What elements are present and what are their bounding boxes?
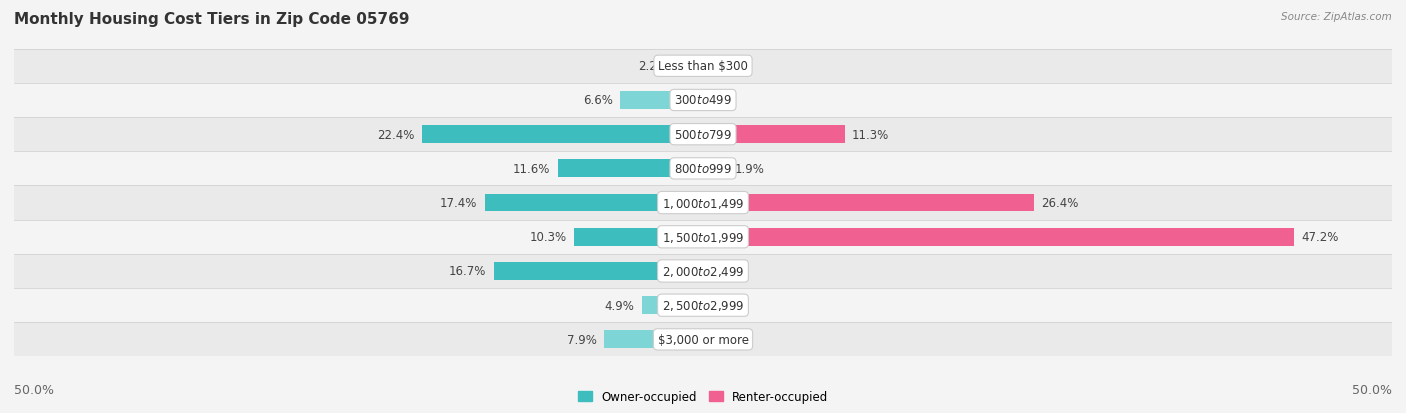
Text: 10.3%: 10.3% — [529, 231, 567, 244]
Text: 16.7%: 16.7% — [449, 265, 486, 278]
Text: 50.0%: 50.0% — [1353, 384, 1392, 396]
Text: $500 to $799: $500 to $799 — [673, 128, 733, 141]
Bar — [641, 297, 703, 314]
Bar — [703, 228, 1295, 246]
Legend: Owner-occupied, Renter-occupied: Owner-occupied, Renter-occupied — [572, 385, 834, 408]
Text: 7.9%: 7.9% — [567, 333, 596, 346]
Text: $3,000 or more: $3,000 or more — [658, 333, 748, 346]
Text: $1,500 to $1,999: $1,500 to $1,999 — [662, 230, 744, 244]
Bar — [14, 254, 1392, 288]
Bar — [703, 126, 845, 144]
Text: Source: ZipAtlas.com: Source: ZipAtlas.com — [1281, 12, 1392, 22]
Text: Monthly Housing Cost Tiers in Zip Code 05769: Monthly Housing Cost Tiers in Zip Code 0… — [14, 12, 409, 27]
Text: 4.9%: 4.9% — [605, 299, 634, 312]
Text: 1.9%: 1.9% — [734, 162, 765, 176]
Text: $2,500 to $2,999: $2,500 to $2,999 — [662, 299, 744, 312]
Bar — [14, 323, 1392, 356]
Text: $800 to $999: $800 to $999 — [673, 162, 733, 176]
Bar — [605, 331, 703, 349]
Bar — [14, 186, 1392, 220]
Bar — [422, 126, 703, 144]
Text: Less than $300: Less than $300 — [658, 60, 748, 73]
Bar — [14, 288, 1392, 323]
Text: 2.2%: 2.2% — [638, 60, 668, 73]
Text: 17.4%: 17.4% — [440, 197, 478, 209]
Text: 26.4%: 26.4% — [1042, 197, 1078, 209]
Bar — [485, 194, 703, 212]
Bar — [14, 50, 1392, 84]
Bar — [14, 220, 1392, 254]
Bar — [703, 194, 1033, 212]
Text: 11.3%: 11.3% — [852, 128, 890, 141]
Bar — [574, 228, 703, 246]
Bar — [494, 262, 703, 280]
Text: 22.4%: 22.4% — [378, 128, 415, 141]
Text: $2,000 to $2,499: $2,000 to $2,499 — [662, 264, 744, 278]
Text: 47.2%: 47.2% — [1302, 231, 1339, 244]
Text: 11.6%: 11.6% — [513, 162, 550, 176]
Bar — [675, 58, 703, 76]
Bar — [558, 160, 703, 178]
Text: 50.0%: 50.0% — [14, 384, 53, 396]
Bar — [14, 84, 1392, 118]
Bar — [14, 152, 1392, 186]
Bar — [703, 160, 727, 178]
Text: $1,000 to $1,499: $1,000 to $1,499 — [662, 196, 744, 210]
Bar — [620, 92, 703, 109]
Bar — [14, 118, 1392, 152]
Text: 6.6%: 6.6% — [583, 94, 613, 107]
Text: $300 to $499: $300 to $499 — [673, 94, 733, 107]
